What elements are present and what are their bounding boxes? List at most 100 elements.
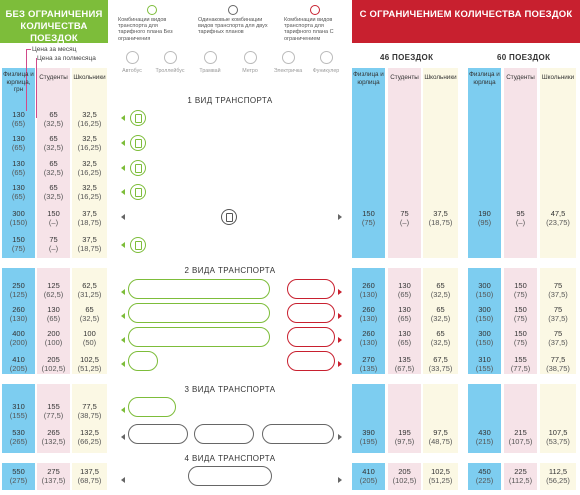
price-half-month: (75) <box>513 290 528 299</box>
cell-60: 215 (107,5) <box>504 428 537 446</box>
cell-60: 150 (75) <box>504 305 537 323</box>
cell-left: 65 (32,5) <box>37 134 70 152</box>
price-month: 97,5 <box>433 428 448 437</box>
price-half-month: (65) <box>11 143 26 152</box>
cell-60: 225 (112,5) <box>504 467 537 485</box>
price-half-month: (137,5) <box>41 476 66 485</box>
cell-60: 75 (37,5) <box>540 281 576 299</box>
price-half-month: (65) <box>397 290 412 299</box>
price-half-month: (32,5) <box>43 168 64 177</box>
combo-pill-gray <box>188 466 272 486</box>
price-half-month: (–) <box>515 218 526 227</box>
arrow-right-icon <box>338 214 342 220</box>
price-month: 270 <box>362 355 375 364</box>
price-month: 150 <box>12 235 25 244</box>
section-gap <box>0 374 580 384</box>
price-half-month: (130) <box>9 314 28 323</box>
cell-60: 300 (150) <box>468 281 501 299</box>
cell-left: 32,5 (16,25) <box>72 110 107 128</box>
price-half-month: (102,5) <box>41 364 66 373</box>
price-month: 65 <box>49 183 58 192</box>
cell-left: 130 (65) <box>2 110 35 128</box>
price-half-month: (125) <box>9 290 28 299</box>
arrow-right-icon <box>338 434 342 440</box>
price-half-month: (205) <box>9 364 28 373</box>
price-half-month: (95) <box>477 218 492 227</box>
cell-left: 100 (50) <box>72 329 107 347</box>
price-half-month: (51,25) <box>77 364 102 373</box>
bus-icon <box>130 110 146 126</box>
price-half-month: (150) <box>9 218 28 227</box>
price-month: 390 <box>362 428 375 437</box>
price-half-month: (225) <box>475 476 494 485</box>
price-half-month: (65) <box>397 338 412 347</box>
cell-left: 200 (100) <box>37 329 70 347</box>
combo-pill-green <box>128 303 270 323</box>
price-half-month: (150) <box>475 338 494 347</box>
cell-46: 67,5 (33,75) <box>423 355 458 373</box>
price-half-month: (16,25) <box>77 119 102 128</box>
arrow-right-icon <box>338 477 342 483</box>
cell-left: 65 (32,5) <box>37 159 70 177</box>
section-title-3: 3 ВИДА ТРАНСПОРТА <box>184 385 276 394</box>
legend-red-text: Комбинации видов транспорта для тарифног… <box>284 17 334 42</box>
cell-left: 155 (77,5) <box>37 402 70 420</box>
price-month: 32,5 <box>82 110 97 119</box>
arrow-left-icon <box>121 242 125 248</box>
mode-label-tram: Трамвай <box>199 68 221 74</box>
price-half-month: (102,5) <box>392 476 417 485</box>
price-half-month: (135) <box>359 364 378 373</box>
price-month: 130 <box>12 110 25 119</box>
price-half-month: (32,5) <box>430 290 451 299</box>
price-half-month: (37,5) <box>548 290 568 299</box>
cell-46: 135 (67,5) <box>388 355 421 373</box>
price-month: 275 <box>47 467 60 476</box>
price-month: 205 <box>398 467 411 476</box>
price-half-month: (107,5) <box>508 437 533 446</box>
price-half-month: (18,75) <box>428 218 453 227</box>
price-month: 260 <box>362 329 375 338</box>
price-month: 150 <box>362 209 375 218</box>
cell-46: 37,5 (18,75) <box>423 209 458 227</box>
metro-icon <box>221 209 237 225</box>
cell-left: 130 (65) <box>2 183 35 201</box>
colhead-individual-60: Физлица и юрлица <box>469 71 500 86</box>
price-month: 130 <box>47 305 60 314</box>
price-month: 260 <box>362 305 375 314</box>
price-month: 430 <box>478 428 491 437</box>
cell-46: 260 (130) <box>352 281 385 299</box>
colhead-students-left: Студенты <box>39 74 68 81</box>
price-month: 137,5 <box>80 467 99 476</box>
price-month: 150 <box>514 329 527 338</box>
cell-46: 130 (65) <box>388 329 421 347</box>
legend-gray-circle-icon <box>228 5 238 15</box>
cell-left: 125 (62,5) <box>37 281 70 299</box>
combo-pill-green <box>128 327 270 347</box>
price-month: 205 <box>47 355 60 364</box>
trolleybus-icon <box>130 135 146 151</box>
mode-label-funicular: Фуникулер <box>312 68 340 74</box>
train-icon <box>130 184 146 200</box>
cell-46: 260 (130) <box>352 305 385 323</box>
cell-left: 77,5 (38,75) <box>72 402 107 420</box>
cell-left: 62,5 (31,25) <box>72 281 107 299</box>
price-half-month: (100) <box>44 338 63 347</box>
price-half-month: (32,5) <box>43 192 64 201</box>
cell-46: 65 (32,5) <box>423 329 458 347</box>
cell-left: 130 (65) <box>2 159 35 177</box>
cell-60: 310 (155) <box>468 355 501 373</box>
bus-icon <box>126 51 139 64</box>
cell-60: 190 (95) <box>468 209 501 227</box>
cell-46: 130 (65) <box>388 305 421 323</box>
cell-left: 550 (275) <box>2 467 35 485</box>
price-half-month: (32,5) <box>430 338 451 347</box>
callout-half-month-price: Цена за полмесяца <box>37 55 96 62</box>
price-half-month: (31,25) <box>77 290 102 299</box>
price-month: 125 <box>47 281 60 290</box>
price-month: 130 <box>398 329 411 338</box>
header-limited: С ОГРАНИЧЕНИЕМ КОЛИЧЕСТВА ПОЕЗДОК <box>352 0 580 43</box>
price-month: 77,5 <box>550 355 566 364</box>
arrow-right-icon <box>338 289 342 295</box>
price-half-month: (75) <box>513 338 528 347</box>
cell-60: 150 (75) <box>504 329 537 347</box>
